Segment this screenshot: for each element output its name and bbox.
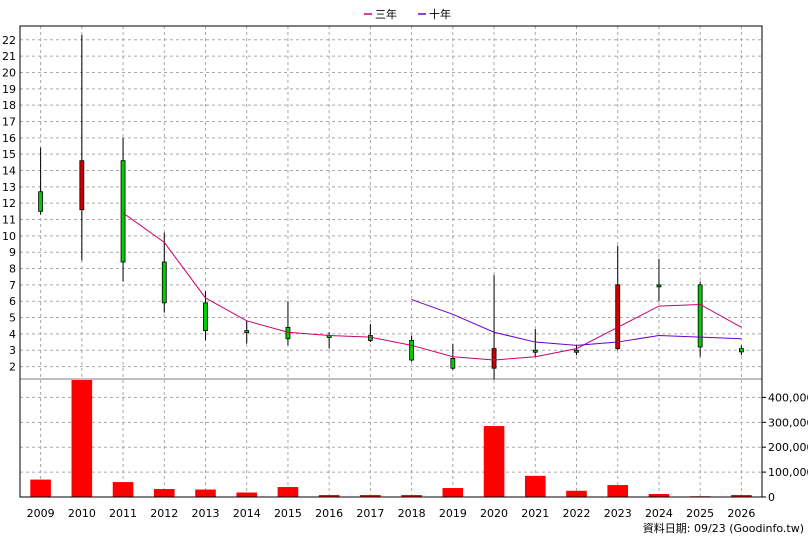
legend-label: 三年 <box>375 7 397 21</box>
price-tick-label: 2 <box>9 361 16 374</box>
price-tick-label: 11 <box>2 214 16 227</box>
candle-body <box>161 261 167 304</box>
price-tick-label: 19 <box>2 83 16 96</box>
x-tick-label: 2015 <box>274 507 302 520</box>
volume-bar <box>277 487 299 497</box>
x-tick-label: 2019 <box>439 507 467 520</box>
x-tick-label: 2018 <box>398 507 426 520</box>
candle-body <box>532 349 538 353</box>
price-tick-label: 17 <box>2 115 16 128</box>
price-tick-label: 13 <box>2 181 16 194</box>
x-tick-label: 2011 <box>109 507 137 520</box>
volume-bar <box>30 479 51 497</box>
x-tick-label: 2016 <box>315 507 343 520</box>
candle-body <box>656 284 662 288</box>
price-tick-label: 7 <box>9 279 16 292</box>
volume-bar <box>195 489 216 497</box>
x-tick-label: 2022 <box>563 507 591 520</box>
price-tick-label: 9 <box>9 246 16 259</box>
x-tick-label: 2010 <box>68 507 96 520</box>
x-tick-label: 2014 <box>233 507 261 520</box>
candle-body <box>38 191 44 212</box>
price-tick-label: 6 <box>9 295 16 308</box>
candle-body <box>367 335 373 341</box>
data-date-note: 資料日期: 09/23 (Goodinfo.tw) <box>643 521 804 535</box>
volume-bar <box>566 490 587 497</box>
x-tick-label: 2020 <box>480 507 508 520</box>
x-tick-label: 2025 <box>686 507 714 520</box>
candle-body <box>79 160 85 211</box>
volume-bar <box>483 426 505 497</box>
price-tick-label: 12 <box>2 197 16 210</box>
candle-body <box>285 326 291 340</box>
volume-bar <box>360 495 381 497</box>
axes: 2009 2010 2011 2012 2013 2014 2015 2016 2017 2018… <box>2 25 808 520</box>
price-tick-label: 21 <box>2 50 16 63</box>
volume-bar <box>112 482 134 497</box>
price-tick-label: 15 <box>2 148 16 161</box>
ma-line <box>411 299 742 346</box>
price-tick-label: 18 <box>2 99 16 112</box>
plot-frame <box>19 25 763 498</box>
x-tick-label: 2023 <box>604 507 632 520</box>
price-tick-label: 5 <box>9 312 16 325</box>
price-tick-label: 8 <box>9 263 16 276</box>
ma-line <box>122 212 742 361</box>
volume-tick-label: 0 <box>768 491 775 504</box>
price-tick-label: 4 <box>9 328 16 341</box>
price-tick-label: 3 <box>9 344 16 357</box>
price-tick-label: 22 <box>2 34 16 47</box>
legend: 三年 十年 <box>364 7 451 21</box>
candle-body <box>574 349 579 353</box>
candle-body <box>450 357 456 369</box>
x-tick-label: 2021 <box>521 507 549 520</box>
candlesticks <box>38 34 744 380</box>
volume-tick-label: 200,000 <box>768 441 808 454</box>
candle-body <box>409 340 415 361</box>
candle-body <box>120 160 126 263</box>
volume-bar <box>236 492 258 497</box>
x-tick-label: 2012 <box>150 507 178 520</box>
legend-label: 十年 <box>429 7 451 21</box>
candle-body <box>491 348 497 369</box>
x-tick-label: 2013 <box>192 507 220 520</box>
x-tick-label: 2024 <box>645 507 673 520</box>
x-tick-label: 2026 <box>727 507 755 520</box>
candle-body <box>244 330 250 334</box>
volume-bar <box>607 485 629 497</box>
price-tick-label: 20 <box>2 66 16 79</box>
volume-bar <box>153 489 175 497</box>
volume-bar <box>71 380 93 497</box>
candle-body <box>697 284 703 348</box>
volume-tick-label: 400,000 <box>768 391 808 404</box>
volume-bar <box>648 494 670 497</box>
candle-body <box>738 348 744 353</box>
price-tick-label: 10 <box>2 230 16 243</box>
volume-bar <box>731 495 752 497</box>
volume-tick-label: 100,000 <box>768 466 808 479</box>
x-tick-label: 2009 <box>27 507 55 520</box>
candle-body <box>203 302 208 332</box>
candle-body <box>615 284 621 349</box>
volume-tick-label: 300,000 <box>768 416 808 429</box>
volume-bars <box>30 380 752 498</box>
moving-average-lines <box>122 212 742 361</box>
x-tick-label: 2017 <box>356 507 384 520</box>
volume-bar <box>401 495 422 497</box>
volume-bar <box>318 495 340 497</box>
price-tick-label: 14 <box>2 165 16 178</box>
price-tick-label: 16 <box>2 132 16 145</box>
grid-lines <box>20 26 762 498</box>
volume-bar <box>442 488 464 497</box>
volume-bar <box>524 475 546 497</box>
